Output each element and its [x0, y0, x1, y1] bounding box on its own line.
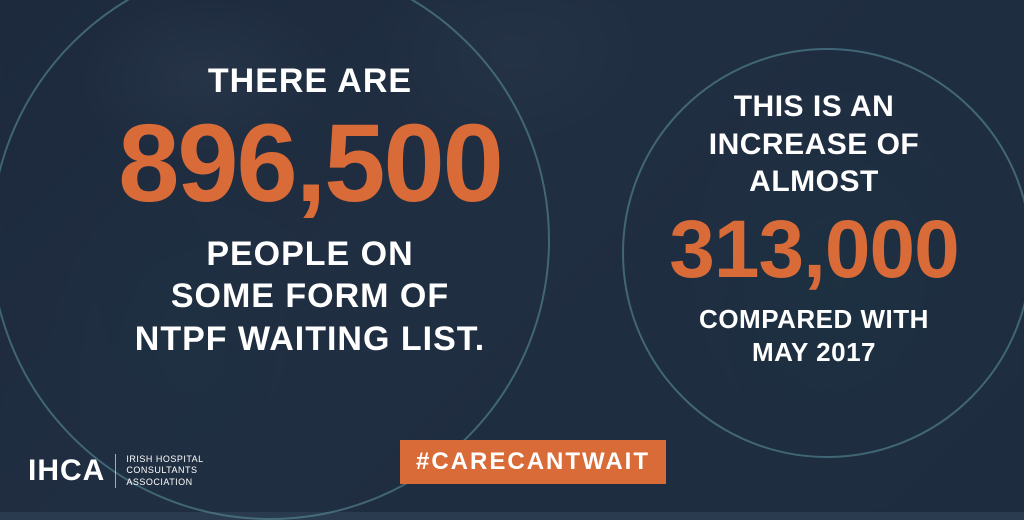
hashtag-bold: CANT [507, 448, 582, 475]
logo-mark: IHCA [28, 454, 105, 488]
hashtag-post: WAIT [582, 448, 650, 475]
logo: IHCA IRISH HOSPITAL CONSULTANTS ASSOCIAT… [28, 454, 204, 488]
stat-block-left: THERE ARE 896,500 PEOPLE ON SOME FORM OF… [60, 60, 560, 360]
right-line-5: MAY 2017 [634, 336, 994, 370]
left-line-3: SOME FORM OF [60, 275, 560, 318]
right-line-3: ALMOST [634, 163, 994, 201]
hashtag-badge: #CARECANTWAIT [400, 440, 666, 484]
right-line-2: INCREASE OF [634, 126, 994, 164]
right-line-4: COMPARED WITH [634, 303, 994, 337]
logo-text: IRISH HOSPITAL CONSULTANTS ASSOCIATION [115, 454, 203, 488]
left-line-1: THERE ARE [60, 60, 560, 103]
logo-text-line-2: CONSULTANTS [126, 465, 203, 476]
left-stat-number: 896,500 [60, 109, 560, 219]
hashtag-pre: #CARE [416, 448, 507, 475]
left-line-4: NTPF WAITING LIST. [60, 318, 560, 361]
right-stat-number: 313,000 [634, 209, 994, 291]
right-line-1: THIS IS AN [634, 88, 994, 126]
logo-text-line-3: ASSOCIATION [126, 477, 203, 488]
logo-text-line-1: IRISH HOSPITAL [126, 454, 203, 465]
stat-block-right: THIS IS AN INCREASE OF ALMOST 313,000 CO… [634, 88, 994, 370]
left-line-2: PEOPLE ON [60, 233, 560, 276]
